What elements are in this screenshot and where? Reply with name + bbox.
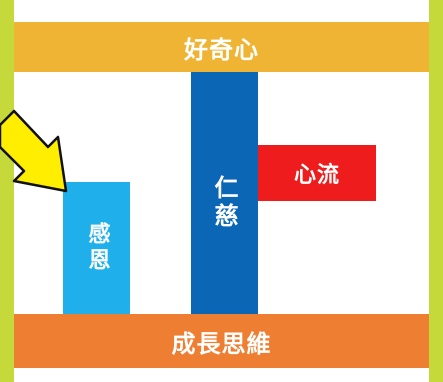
growth-mindset-bar: 成長思維 (14, 314, 429, 368)
flow-box: 心流 (258, 145, 376, 201)
kindness-pillar: 仁慈 (191, 72, 258, 314)
gratitude-pillar: 感恩 (63, 182, 130, 314)
yellow-arrow-icon (0, 109, 68, 193)
flow-label: 心流 (293, 163, 340, 188)
gratitude-label: 感恩 (84, 222, 110, 274)
curiosity-bar: 好奇心 (14, 22, 429, 72)
growth-mindset-label: 成長思維 (171, 329, 272, 358)
kindness-label: 仁慈 (210, 175, 238, 231)
diagram-canvas: 好奇心 感恩 仁慈 心流 成長思維 (14, 0, 429, 382)
curiosity-label: 好奇心 (184, 35, 259, 64)
